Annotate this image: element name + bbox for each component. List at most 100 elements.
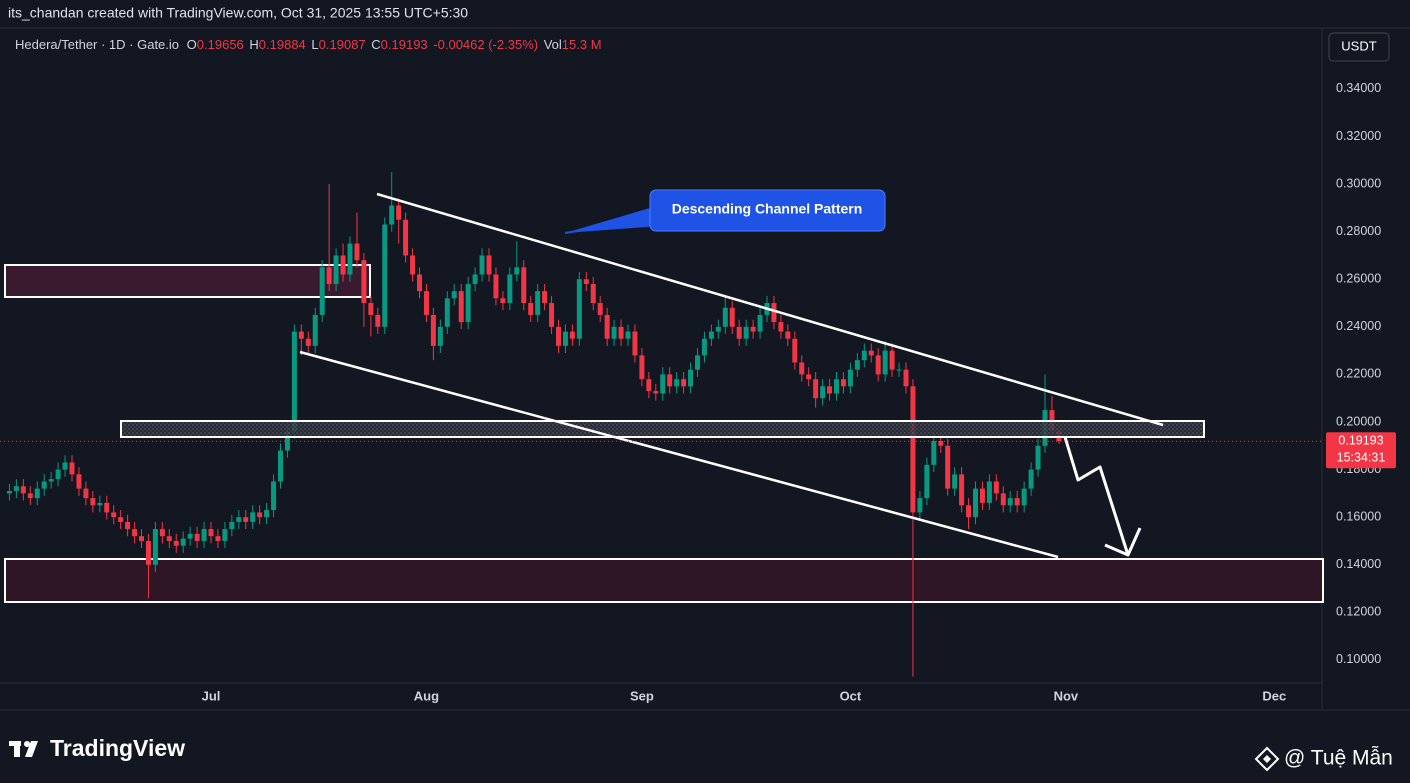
candle-body [361, 260, 367, 304]
projection-arrowhead [1104, 527, 1142, 557]
candle-body [514, 267, 520, 275]
currency[interactable]: USDT [1341, 38, 1376, 53]
candle-body [736, 326, 742, 339]
candle-body [847, 369, 853, 387]
candle-body [556, 326, 561, 346]
candle-body [535, 291, 541, 315]
candle-body [521, 267, 527, 304]
candle-body [479, 255, 485, 275]
candle-body [820, 386, 826, 399]
x-tick-label: Aug [414, 688, 439, 703]
candle-body [417, 274, 422, 292]
logo-icon [9, 741, 38, 757]
candle-body [674, 379, 680, 387]
candle-body [166, 536, 172, 541]
candle-body [139, 536, 144, 541]
candle-body [973, 488, 978, 518]
candle-body [910, 386, 916, 513]
candle-body [834, 379, 839, 394]
currency-box[interactable] [1328, 32, 1390, 62]
supply-zone [4, 264, 371, 298]
candle-body [6, 490, 12, 494]
candle-body [493, 274, 499, 299]
candle-body [486, 255, 492, 275]
candle-body [271, 481, 277, 511]
x-tick-label: Nov [1054, 688, 1079, 703]
candle-body [903, 369, 909, 387]
candle-body [952, 474, 958, 489]
candle-body [41, 481, 47, 489]
candle-body [889, 350, 895, 370]
legend-close-label: C [371, 37, 380, 52]
callout-tail [565, 205, 660, 233]
candle-body [646, 379, 652, 392]
candle-body [979, 488, 985, 503]
candle-body [924, 464, 930, 499]
channel-upper-line [376, 192, 1164, 427]
candle-body [48, 479, 54, 482]
candle-body [215, 536, 221, 541]
candle-body [340, 255, 346, 275]
x-tick-label: Dec [1262, 688, 1286, 703]
legend-high-label: H [249, 37, 258, 52]
candle-body [347, 243, 353, 275]
candle-body [806, 374, 812, 380]
candle-body [840, 379, 846, 387]
candle-body [583, 279, 589, 285]
legend-open-label: O [187, 37, 197, 52]
candle-body [528, 303, 534, 315]
candle-body [410, 255, 416, 275]
candle-body [785, 331, 791, 339]
candle-body [243, 517, 249, 522]
callout-text: Descending Channel Pattern [672, 201, 863, 217]
candle-body [111, 512, 117, 518]
candle-body [500, 298, 506, 304]
candle-body [76, 474, 82, 489]
candle-body [458, 291, 464, 323]
candle-body [1021, 488, 1027, 506]
candle-body [507, 274, 513, 304]
candle-body [875, 355, 881, 375]
candle-body [576, 279, 582, 339]
candle-body [173, 540, 179, 546]
candle-body [938, 441, 944, 446]
y-tick-label: 0.14000 [1336, 557, 1381, 571]
candle-body [611, 326, 617, 339]
legend: Hedera/Tether · 1D · Gate.io O0.19656 H0… [15, 37, 602, 52]
candle-body [653, 391, 659, 394]
candle-body [423, 291, 429, 315]
candle-body [590, 284, 596, 304]
candle-body [312, 314, 318, 346]
candle-body [827, 386, 833, 394]
candle-body [222, 529, 228, 541]
candle-body [236, 517, 242, 522]
candle-body [375, 314, 381, 327]
candle-body [333, 255, 339, 285]
candle-body [278, 450, 283, 482]
candle-body [194, 533, 200, 541]
candle-body [778, 322, 784, 332]
candle-body [152, 529, 158, 565]
y-tick-label: 0.12000 [1336, 605, 1381, 619]
candle-body [389, 205, 395, 225]
candle-body [34, 488, 40, 499]
candle-body [55, 469, 61, 480]
candle-body [729, 307, 735, 327]
candle-body [69, 462, 75, 475]
last-price-label: 0.19193 [1338, 433, 1383, 447]
candle-body [959, 474, 965, 506]
candle-body [708, 331, 714, 339]
candle-body [993, 481, 999, 494]
x-tick-label: Oct [840, 688, 862, 703]
candle-body [931, 441, 937, 465]
attribution: its_chandan created with TradingView.com… [8, 5, 468, 21]
candle-body [799, 362, 805, 375]
candle-body [83, 488, 89, 499]
resistance-zone [120, 420, 1205, 438]
candle-body [145, 540, 151, 565]
candle-body [284, 431, 290, 451]
candle-body [681, 379, 687, 387]
candle-body [430, 314, 436, 346]
candle-body [945, 445, 951, 489]
